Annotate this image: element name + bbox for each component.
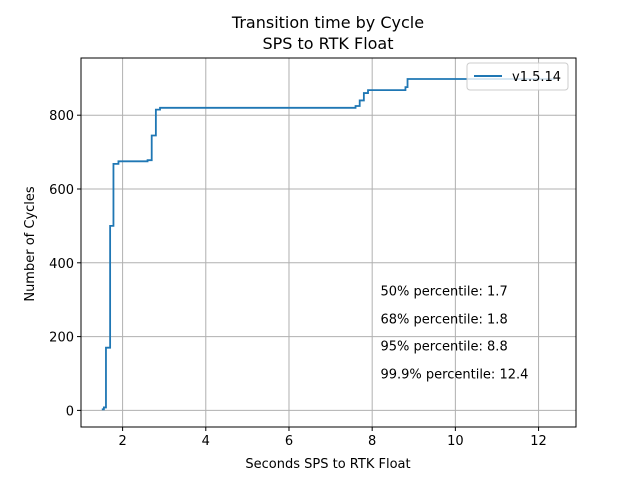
legend-label: v1.5.14 — [512, 70, 561, 85]
x-tick-label: 10 — [447, 434, 464, 449]
y-axis-label: Number of Cycles — [23, 186, 38, 302]
percentile-annotation: 99.9% percentile: 12.4 — [380, 367, 528, 382]
y-tick-label: 400 — [49, 257, 74, 272]
y-tick-label: 0 — [66, 404, 74, 419]
x-tick-label: 4 — [202, 434, 210, 449]
series-layer — [101, 78, 556, 411]
chart-subtitle: SPS to RTK Float — [262, 34, 393, 53]
x-tick-label: 12 — [530, 434, 547, 449]
x-tick-label: 8 — [368, 434, 376, 449]
x-axis-label: Seconds SPS to RTK Float — [245, 457, 410, 472]
plot-frame — [80, 57, 577, 428]
y-tick-label: 200 — [49, 331, 74, 346]
axis-ticks: 2 4 6 8 10 12 0 200 400 600 800 — [49, 109, 547, 449]
x-tick-label: 2 — [118, 434, 126, 449]
grid — [81, 58, 576, 427]
legend: v1.5.14 — [466, 62, 569, 91]
percentile-annotation: 68% percentile: 1.8 — [380, 312, 507, 327]
chart-title: Transition time by Cycle — [231, 13, 424, 32]
annotations: 50% percentile: 1.7 68% percentile: 1.8 95… — [380, 285, 528, 383]
y-tick-label: 800 — [49, 109, 74, 124]
y-tick-label: 600 — [49, 183, 74, 198]
x-tick-label: 6 — [285, 434, 293, 449]
series-line-v1-5-14 — [101, 78, 556, 411]
percentile-annotation: 50% percentile: 1.7 — [380, 285, 507, 300]
legend-box — [466, 62, 569, 91]
percentile-annotation: 95% percentile: 8.8 — [380, 340, 507, 355]
